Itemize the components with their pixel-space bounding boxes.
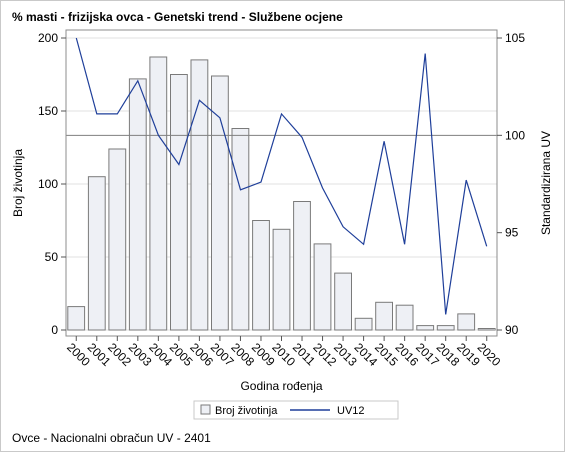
bar [272, 228, 291, 331]
right-tick-label: 105 [505, 31, 525, 45]
bar [375, 301, 394, 331]
bar [252, 220, 270, 331]
legend-label-bar: Broj životinja [215, 405, 278, 417]
bar [334, 272, 353, 331]
bar [108, 148, 127, 331]
legend: Broj životinja UV12 [193, 400, 399, 420]
bar [313, 243, 332, 331]
bar [190, 59, 209, 331]
axes-layer [61, 29, 502, 341]
bar [231, 128, 250, 331]
legend-swatch-bar [200, 404, 211, 415]
bar [293, 201, 311, 331]
right-tick-label: 95 [505, 226, 519, 240]
bar [477, 328, 496, 331]
y-axis-right-title: Standardizirana UV [539, 131, 553, 235]
left-tick-label: 0 [51, 323, 58, 337]
bar [149, 56, 168, 331]
bar [457, 313, 476, 331]
left-tick-label: 50 [45, 250, 59, 264]
line-layer [75, 37, 488, 315]
bar [128, 78, 147, 331]
chart-title: % masti - frizijska ovca - Genetski tren… [12, 10, 343, 24]
right-tick-label: 100 [505, 128, 525, 142]
bar [436, 325, 455, 331]
bar [395, 304, 414, 331]
bar [87, 176, 106, 331]
left-tick-label: 150 [38, 104, 58, 118]
left-tick-label: 200 [38, 31, 58, 45]
bar [416, 325, 435, 331]
bar [170, 74, 188, 331]
right-tick-label: 90 [505, 323, 519, 337]
legend-label-line: UV12 [337, 405, 365, 417]
x-axis-title: Godina rođenja [240, 379, 322, 393]
bar [354, 317, 373, 331]
bar [211, 75, 229, 331]
footnote: Ovce - Nacionalni obračun UV - 2401 [12, 431, 211, 445]
bar [67, 306, 86, 331]
uv-series-line [75, 37, 488, 315]
bars-layer [67, 56, 496, 331]
left-tick-label: 100 [38, 177, 58, 191]
x-tick-label: 2000 [64, 340, 93, 369]
y-axis-left-title: Broj životinja [11, 149, 25, 217]
